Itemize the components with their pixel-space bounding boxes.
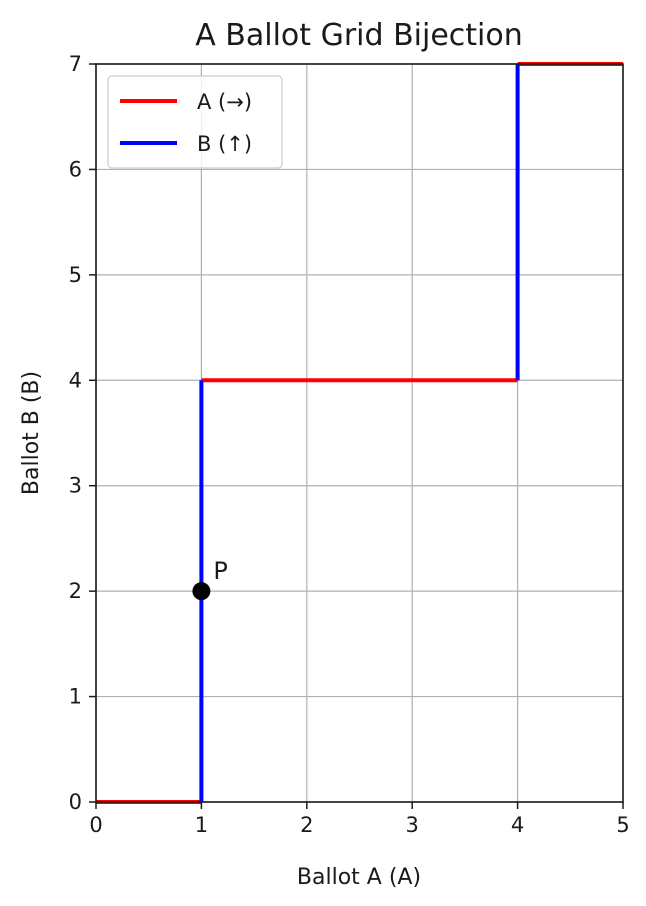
- chart-title: A Ballot Grid Bijection: [195, 18, 523, 53]
- x-tick-label: 2: [300, 813, 313, 837]
- x-axis-label: Ballot A (A): [297, 865, 421, 890]
- y-tick-label: 1: [69, 685, 82, 709]
- x-tick-label: 1: [195, 813, 208, 837]
- x-tick-label: 4: [511, 813, 524, 837]
- y-tick-label: 7: [69, 52, 82, 76]
- y-tick-label: 5: [69, 263, 82, 287]
- plot-frame: [95, 63, 624, 803]
- legend: A (→) B (↑): [107, 75, 283, 169]
- plot-series: [96, 62, 623, 804]
- point-p-label: P: [213, 557, 227, 585]
- legend-box: [107, 75, 283, 169]
- y-tick-label: 2: [69, 579, 82, 603]
- axis-ticks: 0 1 2 3 4 5 0 1 2 3 4 5 6 7: [69, 52, 630, 837]
- annotations: P: [192, 557, 228, 601]
- x-tick-label: 0: [89, 813, 102, 837]
- grid-lines: [95, 63, 624, 803]
- x-tick-label: 3: [406, 813, 419, 837]
- y-tick-label: 4: [69, 368, 82, 392]
- x-tick-label: 5: [616, 813, 629, 837]
- y-axis-label: Ballot B (B): [19, 371, 44, 495]
- point-p-marker: [192, 582, 211, 601]
- y-tick-label: 3: [69, 474, 82, 498]
- legend-label: B (↑): [197, 132, 252, 156]
- legend-label: A (→): [197, 90, 252, 114]
- y-tick-label: 6: [69, 157, 82, 181]
- y-tick-label: 0: [69, 790, 82, 814]
